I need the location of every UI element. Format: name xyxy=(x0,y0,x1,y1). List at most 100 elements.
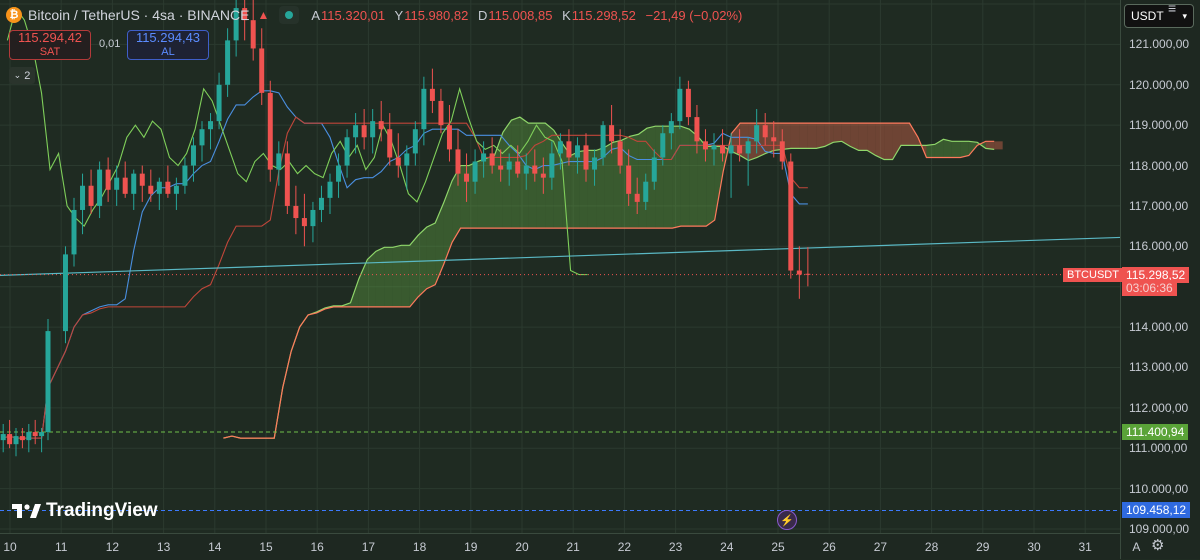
candle-body[interactable] xyxy=(71,209,77,255)
time-axis[interactable]: 10 11 12 13 14 15 16 17 18 19 20 21 22 23 24 25 26 27 28 29… xyxy=(0,533,1140,560)
candle-body[interactable] xyxy=(549,153,555,178)
candle-body[interactable] xyxy=(515,161,521,174)
candle-body[interactable] xyxy=(105,169,111,190)
candle-body[interactable] xyxy=(600,125,606,158)
candle-body[interactable] xyxy=(88,185,94,206)
candle-body[interactable] xyxy=(344,137,350,166)
candle-body[interactable] xyxy=(276,153,282,170)
price-axis[interactable]: 121.000,00 120.000,00 119.000,00 118.000,00… xyxy=(1120,0,1200,559)
candle-body[interactable] xyxy=(301,218,307,227)
candle-body[interactable] xyxy=(173,185,179,194)
candle-body[interactable] xyxy=(523,165,529,174)
gear-icon[interactable]: ⚙ xyxy=(1151,537,1165,554)
candle-body[interactable] xyxy=(643,181,649,202)
candle-body[interactable] xyxy=(745,141,751,154)
candle-body[interactable] xyxy=(165,181,171,194)
candle-body[interactable] xyxy=(728,145,734,154)
candle-body[interactable] xyxy=(532,165,538,174)
candle-body[interactable] xyxy=(421,88,427,130)
candle-body[interactable] xyxy=(336,165,342,182)
candle-body[interactable] xyxy=(498,165,504,170)
candle-body[interactable] xyxy=(404,153,410,166)
candle-body[interactable] xyxy=(190,145,196,166)
candle-body[interactable] xyxy=(0,434,6,441)
candle-body[interactable] xyxy=(455,149,461,174)
candle-body[interactable] xyxy=(583,145,589,170)
candle-body[interactable] xyxy=(677,88,683,122)
candle-body[interactable] xyxy=(506,161,512,170)
candle-body[interactable] xyxy=(592,157,598,170)
indicators-toggle-button[interactable]: ⌄ 2 xyxy=(9,67,35,84)
candle-body[interactable] xyxy=(720,145,726,154)
candle-body[interactable] xyxy=(242,8,248,21)
candle-body[interactable] xyxy=(225,40,231,85)
candle-body[interactable] xyxy=(131,173,137,194)
candle-body[interactable] xyxy=(199,129,205,146)
candle-body[interactable] xyxy=(293,205,299,219)
candle-body[interactable] xyxy=(481,153,487,162)
candle-body[interactable] xyxy=(32,432,38,437)
candle-body[interactable] xyxy=(702,141,708,150)
flag-icon[interactable]: ▲ xyxy=(257,8,270,22)
candle-body[interactable] xyxy=(45,331,51,433)
candle-body[interactable] xyxy=(395,157,401,166)
candle-body[interactable] xyxy=(574,145,580,158)
candle-body[interactable] xyxy=(472,161,478,182)
candle-body[interactable] xyxy=(779,141,785,162)
candle-body[interactable] xyxy=(651,157,657,182)
candle-body[interactable] xyxy=(429,88,435,101)
candle-body[interactable] xyxy=(216,84,222,122)
candle-body[interactable] xyxy=(617,141,623,166)
candle-body[interactable] xyxy=(387,129,393,158)
candle-body[interactable] xyxy=(609,125,615,142)
candle-body[interactable] xyxy=(762,125,768,138)
candle-body[interactable] xyxy=(233,8,239,41)
buy-button[interactable]: 115.294,43 AL xyxy=(127,30,209,60)
market-status-icon[interactable] xyxy=(279,6,300,24)
candle-body[interactable] xyxy=(694,117,700,142)
candle-body[interactable] xyxy=(7,434,13,445)
candle-body[interactable] xyxy=(26,432,32,441)
candle-body[interactable] xyxy=(62,254,68,332)
candle-body[interactable] xyxy=(489,153,495,166)
candle-body[interactable] xyxy=(139,173,145,186)
sell-button[interactable]: 115.294,42 SAT xyxy=(9,30,91,60)
candle-body[interactable] xyxy=(318,197,324,210)
candle-body[interactable] xyxy=(19,436,25,441)
candle-body[interactable] xyxy=(660,133,666,158)
lightning-icon[interactable]: ⚡ xyxy=(777,510,797,530)
tradingview-logo[interactable]: TradingView xyxy=(12,500,158,522)
candle-body[interactable] xyxy=(156,181,162,194)
candle-body[interactable] xyxy=(796,270,802,275)
candle-body[interactable] xyxy=(259,48,265,93)
candle-body[interactable] xyxy=(668,121,674,134)
candle-body[interactable] xyxy=(361,125,367,138)
candle-body[interactable] xyxy=(182,165,188,186)
candle-body[interactable] xyxy=(122,177,128,194)
price-chart[interactable] xyxy=(0,0,1120,533)
candle-body[interactable] xyxy=(80,185,86,210)
candle-body[interactable] xyxy=(97,169,103,206)
menu-icon[interactable]: ≡ xyxy=(1168,0,1177,16)
candle-body[interactable] xyxy=(267,92,273,170)
candle-body[interactable] xyxy=(557,141,563,154)
symbol-title[interactable]: Bitcoin / TetherUS · 4sa · BINANCE xyxy=(28,7,250,23)
candle-body[interactable] xyxy=(148,185,154,194)
candle-body[interactable] xyxy=(737,145,743,154)
candle-body[interactable] xyxy=(250,20,256,49)
candle-body[interactable] xyxy=(805,273,811,275)
candle-body[interactable] xyxy=(13,436,19,445)
candle-body[interactable] xyxy=(711,145,717,150)
candle-body[interactable] xyxy=(464,173,470,182)
candle-body[interactable] xyxy=(370,121,376,138)
candle-body[interactable] xyxy=(788,161,794,271)
candle-body[interactable] xyxy=(634,193,640,202)
candle-body[interactable] xyxy=(208,121,214,130)
candle-body[interactable] xyxy=(327,181,333,198)
candle-body[interactable] xyxy=(771,137,777,142)
candle-body[interactable] xyxy=(412,129,418,154)
candle-body[interactable] xyxy=(39,432,45,437)
candle-body[interactable] xyxy=(438,100,444,126)
candle-body[interactable] xyxy=(566,141,572,158)
candle-body[interactable] xyxy=(284,153,290,206)
